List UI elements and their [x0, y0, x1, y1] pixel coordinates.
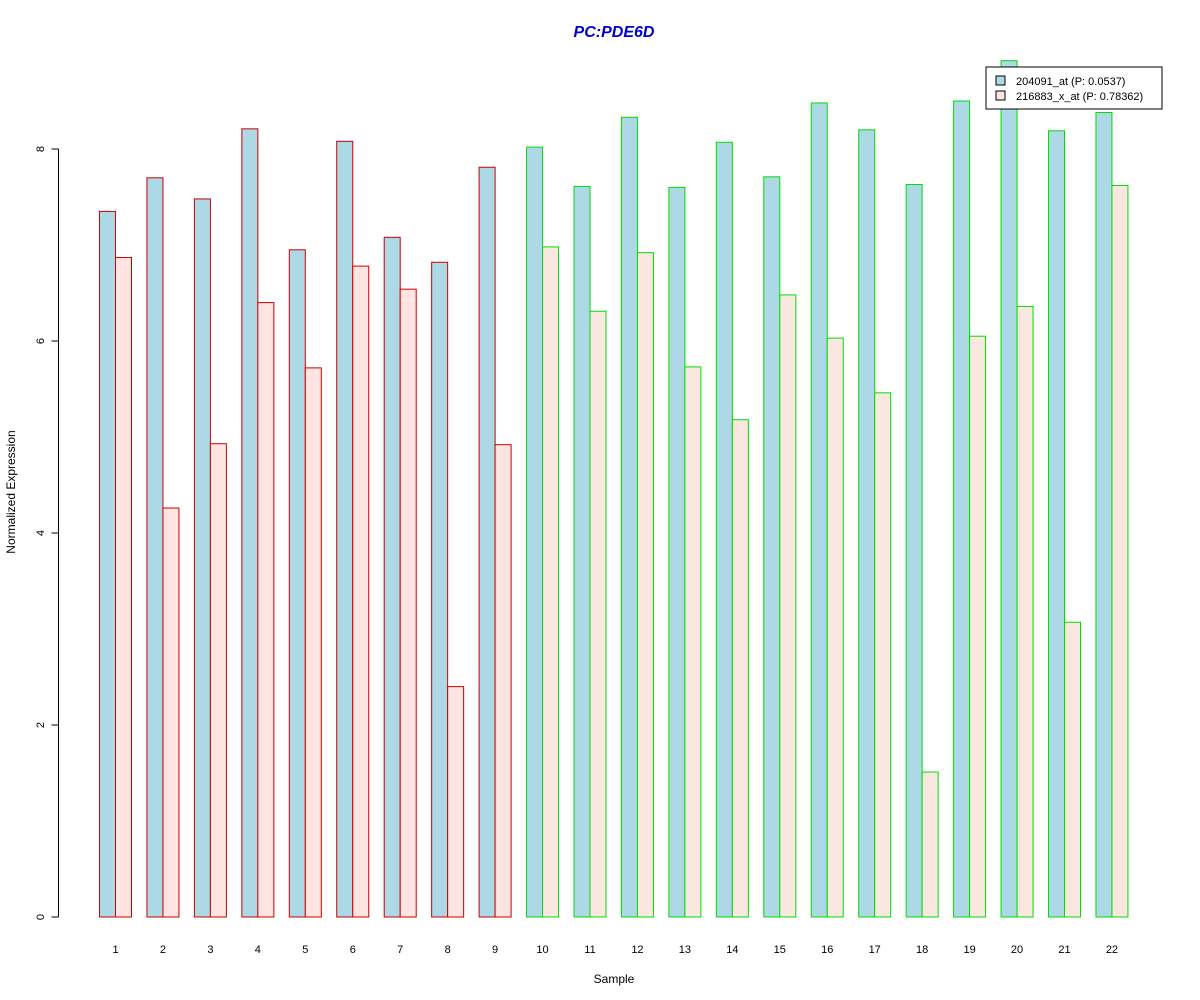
y-tick-label: 6: [35, 338, 47, 344]
legend-box: [985, 66, 1163, 110]
y-axis-title: Normalized Expression: [4, 430, 18, 553]
bar-216883-x-at: [494, 444, 512, 918]
x-tick-label: 18: [916, 944, 928, 956]
bar-204091-at: [383, 236, 401, 918]
bar-216883-x-at: [399, 288, 417, 918]
bar-216883-x-at: [636, 252, 654, 918]
x-tick-label: 8: [445, 944, 451, 956]
bar-204091-at: [905, 184, 923, 918]
y-axis: 0 2 4 6 8: [35, 146, 59, 920]
x-tick-label: 20: [1011, 944, 1023, 956]
bar-216883-x-at: [1064, 621, 1081, 918]
bar-204091-at: [763, 176, 781, 918]
bar-204091-at: [193, 198, 211, 918]
bar-216883-x-at: [874, 392, 892, 918]
legend-swatch: [995, 90, 1006, 101]
bar-204091-at: [431, 261, 449, 918]
bar-216883-x-at: [684, 366, 702, 918]
bar-204091-at: [668, 186, 686, 918]
y-tick-label: 4: [35, 530, 47, 536]
bar-216883-x-at: [542, 246, 560, 918]
bar-216883-x-at: [779, 294, 797, 918]
bar-204091-at: [810, 102, 828, 918]
bar-204091-at: [526, 146, 544, 918]
x-tick-label: 14: [726, 944, 738, 956]
bar-204091-at: [241, 128, 259, 918]
bar-204091-at: [146, 177, 164, 918]
x-tick-label: 16: [821, 944, 833, 956]
bar-204091-at: [620, 116, 638, 918]
bar-204091-at: [478, 166, 496, 918]
x-tick-label: 6: [350, 944, 356, 956]
x-tick-label: 7: [397, 944, 403, 956]
x-axis-title: Sample: [594, 972, 635, 986]
bar-216883-x-at: [589, 310, 607, 918]
x-tick-label: 21: [1058, 944, 1070, 956]
bar-216883-x-at: [162, 507, 180, 918]
x-tick-label: 13: [679, 944, 691, 956]
chart-title: PC:PDE6D: [574, 24, 655, 41]
x-tick-label: 22: [1106, 944, 1118, 956]
bar-204091-at: [1000, 60, 1018, 918]
bar-216883-x-at: [257, 302, 275, 918]
bar-216883-x-at: [1016, 305, 1034, 918]
y-tick-label: 2: [35, 722, 47, 728]
x-tick-label: 2: [160, 944, 166, 956]
bar-216883-x-at: [826, 337, 844, 918]
bar-204091-at: [288, 249, 306, 918]
bar-204091-at: [1048, 130, 1065, 918]
bar-216883-x-at: [969, 335, 987, 918]
y-tick-label: 0: [35, 914, 47, 920]
x-tick-label: 12: [631, 944, 643, 956]
x-tick-label: 1: [112, 944, 118, 956]
legend-entry-label: 204091_at (P: 0.0537): [1016, 76, 1125, 88]
bar-204091-at: [1095, 112, 1113, 918]
bar-204091-at: [953, 100, 971, 918]
bar-216883-x-at: [304, 367, 322, 918]
bar-204091-at: [715, 141, 733, 918]
x-tick-label: 11: [584, 944, 595, 956]
bar-216883-x-at: [352, 265, 370, 918]
x-tick-label: 15: [774, 944, 786, 956]
bar-216883-x-at: [115, 256, 132, 918]
x-tick-label: 17: [869, 944, 881, 956]
bar-216883-x-at: [447, 686, 465, 918]
x-tick-label: 4: [255, 944, 261, 956]
bar-216883-x-at: [1111, 184, 1129, 918]
bar-216883-x-at: [209, 443, 227, 918]
x-tick-label: 10: [536, 944, 548, 956]
bar-216883-x-at: [921, 771, 939, 918]
bar-204091-at: [336, 140, 354, 918]
x-tick-label: 9: [492, 944, 498, 956]
legend: 204091_at (P: 0.0537) 216883_x_at (P: 0.…: [985, 66, 1163, 110]
x-axis: 1 2 3 4 5 6 7 8 9 10 11 12 13 14 15 16 17 18 19 20 21 22: [112, 944, 1118, 956]
bar-204091-at: [858, 129, 876, 918]
bar-204091-at: [573, 185, 591, 918]
x-tick-label: 19: [963, 944, 975, 956]
x-tick-label: 5: [302, 944, 308, 956]
legend-entry-label: 216883_x_at (P: 0.78362): [1016, 91, 1143, 103]
bar-216883-x-at: [731, 419, 749, 918]
bar-204091-at: [99, 210, 116, 918]
y-tick-label: 8: [35, 146, 47, 152]
legend-swatch: [995, 75, 1006, 86]
plot-area: [99, 60, 1129, 918]
x-tick-label: 3: [207, 944, 213, 956]
